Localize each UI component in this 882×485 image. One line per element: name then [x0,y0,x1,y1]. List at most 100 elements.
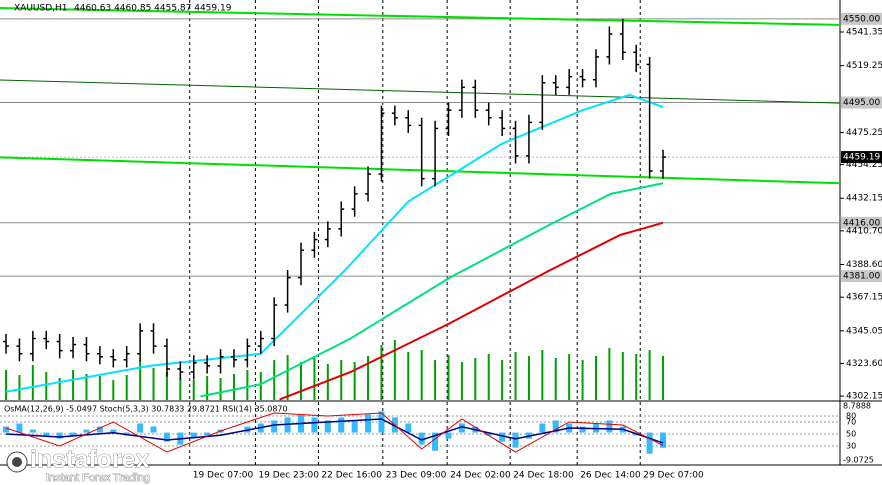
volume-bar [340,360,343,400]
volume-bar [541,350,544,400]
trendline [0,156,841,185]
volume-bar [514,352,517,400]
osma-bar [271,420,278,433]
y-tick-label: 4388.60 [846,260,882,270]
osma-bar [579,426,586,433]
moving-average [200,182,664,398]
osma-bar [83,429,90,433]
level-box [841,12,882,25]
tagline: Instant Forex Trading [46,472,150,484]
osma-bar [418,432,425,445]
y-tick-label: 4541.35 [846,27,882,37]
volume-bar [18,375,21,400]
volume-bar [581,360,584,400]
volume-bar [246,370,249,400]
volume-bar [527,356,530,400]
osma-bar [432,432,439,451]
volume-bar [58,378,61,400]
oscillator-line [5,412,664,453]
volume-bar [621,352,624,400]
osma-bar [660,432,667,448]
volume-bar [31,365,34,400]
volume-bar [165,372,168,400]
osma-bar [606,420,613,433]
volume-bar [380,345,383,400]
volume-bar [259,372,262,400]
osma-bar [70,432,77,436]
y2-tick-label: 8.7888 [843,402,871,411]
level-box [841,216,882,229]
brand: instaforex [30,446,150,474]
x-tick-label: 19 Dec 23:00 [258,471,319,481]
y-tick-label: 4410.70 [846,226,882,236]
y-tick-label: 4475.25 [846,128,882,138]
volume-bar [232,374,235,400]
moving-average [279,221,664,401]
osma-bar [351,420,358,433]
symbol: XAUUSD,H1 [14,4,68,14]
osma-bar [445,432,452,439]
osma-bar [539,423,546,433]
y-tick-label: 4345.05 [846,326,882,336]
y-tick-label: 4367.15 [846,293,882,303]
x-tick-label: 29 Dec 07:00 [643,471,704,481]
osma-bar [150,426,157,433]
volume-bar [139,360,142,400]
level-box [841,270,882,283]
osma-bar [512,432,519,448]
volume-bar [568,354,571,400]
y2-tick-label: -9.0725 [843,456,874,465]
x-tick-label: 24 Dec 18:00 [513,471,574,481]
volume-bar [98,376,101,400]
y-tick-label: 70 [846,418,856,427]
y-tick-label: 4323.60 [846,359,882,369]
x-tick-label: 22 Dec 16:00 [321,471,382,481]
y-tick-label: 4302.15 [846,392,882,402]
y-tick-label: 4519.25 [846,61,882,71]
volume-bar [434,360,437,400]
osma-bar [646,432,653,454]
trendline [0,7,841,26]
volume-bar [487,354,490,400]
watermark: instaforex Instant Forex Trading [6,445,150,484]
volume-bar [662,356,665,400]
osma-bar [405,423,412,433]
volume-bar [460,362,463,400]
y-tick-label: 4432.15 [846,194,882,204]
volume-bar [326,364,329,400]
x-tick-label: 26 Dec 14:00 [580,471,641,481]
volume-bar [353,362,356,400]
volume-bar [648,350,651,400]
volume-bar [367,356,370,400]
volume-bar [447,355,450,400]
volume-bar [45,372,48,400]
volume-bar [594,356,597,400]
volume-bar [219,378,222,400]
volume-bar [125,375,128,400]
y-tick-label: 4454.25 [846,160,882,170]
volume-bar [72,370,75,400]
level-label: 4495.00 [843,98,880,108]
volume-bar [179,378,182,400]
ohlc: 4460.63 4460.85 4455.87 4459.19 [74,4,232,14]
osma-bar [16,423,23,433]
volume-bar [206,376,209,400]
osma-bar [324,420,331,433]
volume-bar [501,360,504,400]
volume-bar [608,348,611,400]
oscillator-line [5,418,664,444]
osma-bar [163,432,170,442]
volume-bar [112,380,115,400]
osma-bar [458,423,465,433]
osma-bar [338,417,345,433]
volume-bar [192,380,195,400]
osma-bar [284,417,291,433]
plot [0,0,882,465]
volume-bar [313,358,316,400]
volume-bar [5,370,8,400]
level-label: 4459.19 [843,153,880,163]
volume-bar [393,340,396,400]
volume-bar [152,368,155,400]
osma-bar [204,432,211,436]
indicator-label: OsMA(12,26,9) -5.0497 Stoch(5,3,3) 30.78… [4,405,288,414]
